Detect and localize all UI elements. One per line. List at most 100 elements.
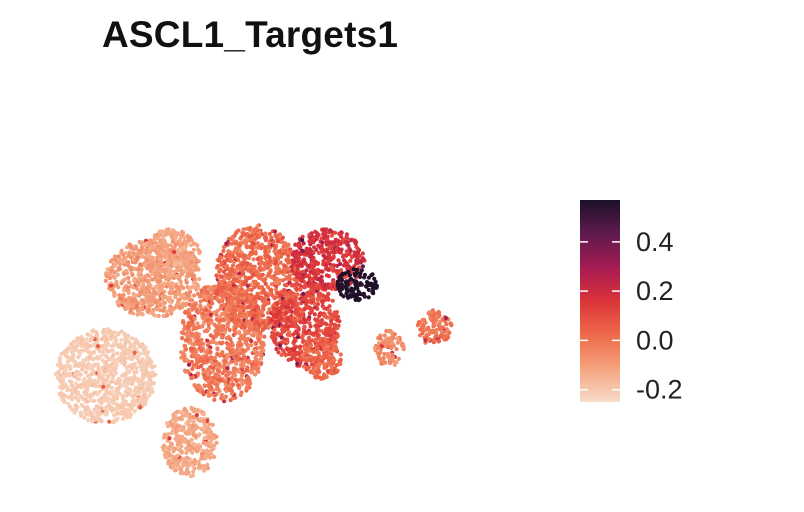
data-point	[231, 296, 236, 301]
data-point	[226, 352, 231, 358]
data-point	[236, 306, 241, 312]
data-point	[219, 364, 224, 369]
data-point	[215, 264, 220, 269]
data-point	[112, 275, 117, 280]
data-point	[249, 370, 254, 375]
data-point	[272, 276, 277, 281]
data-point	[311, 349, 317, 354]
data-point	[137, 293, 142, 298]
data-point	[179, 444, 184, 449]
data-point	[103, 278, 108, 283]
data-point	[345, 236, 350, 241]
data-point	[326, 251, 331, 256]
data-point	[173, 235, 178, 240]
data-point	[206, 379, 211, 384]
data-point	[74, 403, 79, 408]
data-point	[281, 348, 286, 353]
data-point	[91, 342, 96, 347]
data-point	[336, 283, 341, 288]
data-point	[190, 298, 195, 303]
data-point	[90, 383, 95, 388]
data-point	[167, 451, 172, 456]
data-point	[181, 261, 186, 266]
data-point	[311, 236, 316, 241]
data-point	[66, 346, 71, 351]
data-point	[226, 317, 231, 322]
data-point	[112, 290, 117, 295]
data-point	[95, 362, 100, 367]
data-point	[207, 422, 212, 427]
data-point	[348, 258, 353, 263]
data-point	[199, 324, 204, 329]
data-point	[101, 381, 106, 386]
data-point	[335, 334, 340, 339]
data-point	[253, 341, 258, 346]
data-point	[285, 346, 290, 351]
data-point	[248, 303, 254, 308]
data-point	[60, 392, 65, 397]
data-point	[105, 363, 110, 368]
data-point	[167, 256, 172, 261]
data-point	[231, 263, 236, 268]
data-point	[206, 435, 212, 440]
data-point	[96, 379, 101, 385]
data-point	[232, 233, 237, 238]
data-point	[306, 335, 311, 340]
data-point	[252, 313, 257, 318]
data-point	[179, 336, 185, 341]
data-point	[198, 303, 203, 308]
data-point	[159, 274, 164, 280]
data-point	[169, 422, 174, 427]
data-point	[172, 230, 177, 235]
data-point	[301, 291, 306, 296]
data-point	[205, 358, 210, 363]
data-point	[302, 307, 307, 312]
data-point	[320, 329, 325, 334]
data-point	[172, 305, 178, 310]
data-point	[78, 337, 83, 342]
data-point	[213, 355, 218, 360]
data-point	[214, 273, 219, 278]
data-point	[279, 304, 285, 309]
data-point	[101, 384, 106, 389]
data-point	[326, 267, 331, 272]
data-point	[254, 270, 260, 275]
data-point	[202, 435, 207, 441]
data-point	[294, 278, 299, 284]
data-point	[167, 447, 172, 452]
data-point	[319, 342, 324, 347]
data-point	[290, 332, 296, 337]
data-point	[114, 396, 119, 401]
data-point	[331, 279, 336, 285]
data-point	[209, 359, 214, 364]
data-point	[119, 337, 124, 342]
data-point	[192, 259, 197, 264]
data-point	[317, 283, 322, 288]
data-point	[319, 279, 324, 284]
data-point	[188, 250, 193, 256]
data-point	[106, 375, 111, 380]
data-point	[335, 271, 340, 276]
data-point	[273, 246, 278, 251]
data-point	[72, 410, 77, 415]
data-point	[191, 327, 196, 332]
data-point	[171, 245, 176, 250]
data-point	[210, 422, 215, 427]
data-point	[218, 327, 223, 332]
data-point	[210, 301, 215, 306]
data-point	[335, 238, 341, 243]
data-point	[135, 251, 140, 256]
data-point	[287, 324, 292, 329]
data-point	[319, 318, 325, 323]
data-point	[165, 313, 170, 318]
data-point	[129, 336, 134, 341]
data-point	[202, 423, 208, 429]
data-point	[142, 388, 147, 393]
data-point	[313, 317, 318, 322]
data-point	[271, 240, 276, 245]
data-point	[217, 258, 222, 263]
data-point	[150, 364, 155, 369]
data-point	[179, 449, 184, 454]
data-point	[85, 332, 90, 337]
data-point	[236, 343, 241, 348]
